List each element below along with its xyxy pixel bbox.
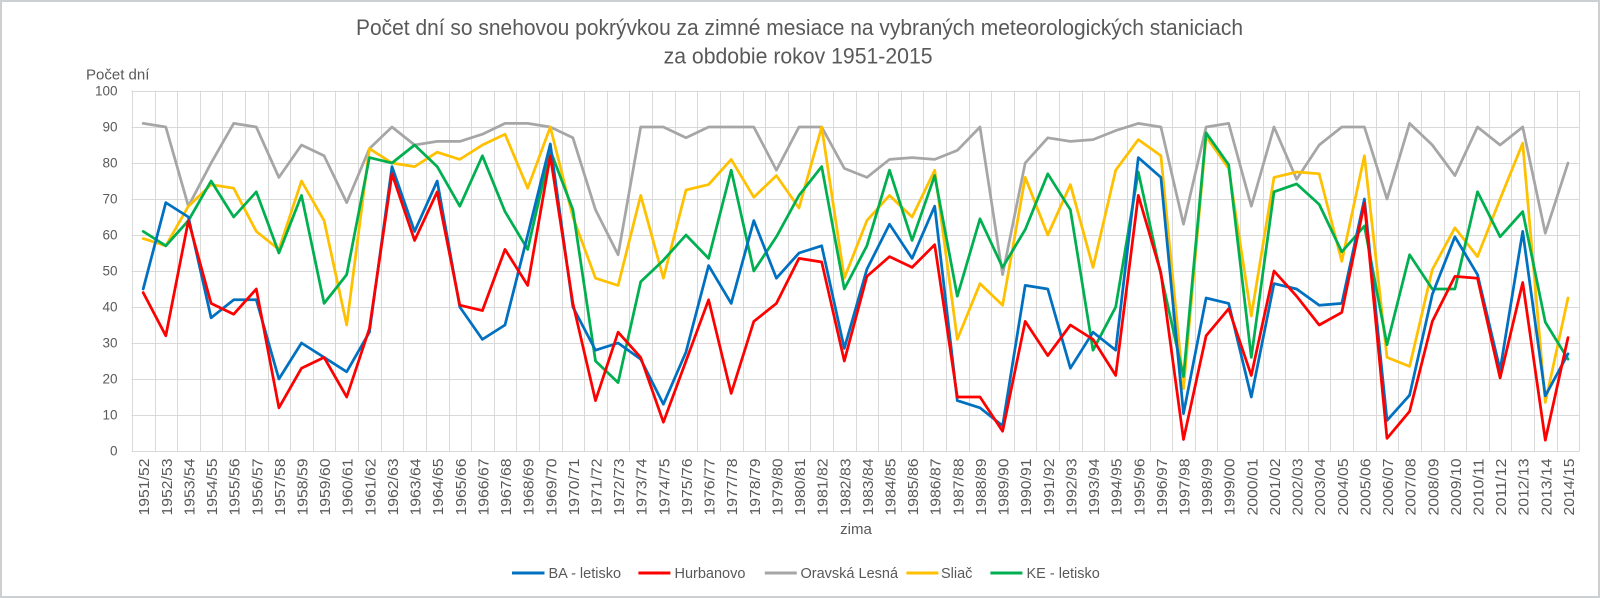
svg-text:30: 30	[102, 336, 117, 351]
svg-text:1976/77: 1976/77	[703, 458, 719, 515]
svg-text:1951/52: 1951/52	[137, 458, 153, 515]
svg-text:1986/87: 1986/87	[929, 458, 945, 515]
svg-text:90: 90	[102, 120, 117, 135]
svg-text:1957/58: 1957/58	[273, 458, 289, 515]
svg-text:1992/93: 1992/93	[1064, 458, 1080, 515]
svg-text:1959/60: 1959/60	[318, 458, 334, 515]
svg-text:60: 60	[102, 228, 117, 243]
svg-text:1964/65: 1964/65	[431, 458, 447, 515]
svg-text:1998/99: 1998/99	[1200, 458, 1216, 515]
svg-text:1984/85: 1984/85	[884, 458, 900, 515]
svg-text:1969/70: 1969/70	[544, 458, 560, 515]
svg-text:Počet dní so snehovou pokrývko: Počet dní so snehovou pokrývkou za zimné…	[356, 15, 1243, 40]
svg-text:70: 70	[102, 192, 117, 207]
svg-text:80: 80	[102, 156, 117, 171]
svg-text:Počet dní: Počet dní	[86, 67, 150, 84]
svg-text:50: 50	[102, 264, 117, 279]
svg-text:1991/92: 1991/92	[1042, 458, 1058, 515]
svg-text:2007/08: 2007/08	[1404, 458, 1420, 515]
svg-text:2010/11: 2010/11	[1472, 458, 1488, 515]
svg-text:1972/73: 1972/73	[612, 458, 628, 515]
svg-text:1965/66: 1965/66	[454, 458, 470, 515]
svg-text:1979/80: 1979/80	[770, 458, 786, 515]
svg-text:1975/76: 1975/76	[680, 458, 696, 515]
svg-text:0: 0	[110, 444, 118, 459]
svg-text:2011/12: 2011/12	[1494, 458, 1510, 515]
svg-text:1973/74: 1973/74	[635, 458, 651, 515]
svg-text:2004/05: 2004/05	[1336, 458, 1352, 515]
svg-text:1983/84: 1983/84	[861, 458, 877, 515]
svg-text:1999/00: 1999/00	[1223, 458, 1239, 515]
svg-text:1971/72: 1971/72	[590, 458, 606, 515]
svg-text:Hurbanovo: Hurbanovo	[675, 566, 746, 582]
svg-text:2005/06: 2005/06	[1358, 458, 1374, 515]
svg-text:2012/13: 2012/13	[1517, 458, 1533, 515]
svg-text:2000/01: 2000/01	[1245, 458, 1261, 515]
svg-text:1997/98: 1997/98	[1178, 458, 1194, 515]
svg-text:1974/75: 1974/75	[657, 458, 673, 515]
svg-text:zima: zima	[840, 521, 872, 538]
svg-text:Sliač: Sliač	[941, 566, 972, 582]
svg-text:za obdobie rokov 1951-2015: za obdobie rokov 1951-2015	[664, 44, 933, 69]
svg-text:1988/89: 1988/89	[974, 458, 990, 515]
svg-text:1956/57: 1956/57	[250, 458, 266, 515]
svg-text:Oravská Lesná: Oravská Lesná	[801, 566, 899, 582]
svg-text:1980/81: 1980/81	[793, 458, 809, 515]
svg-text:KE - letisko: KE - letisko	[1027, 566, 1100, 582]
svg-text:1958/59: 1958/59	[296, 458, 312, 515]
svg-text:1990/91: 1990/91	[1019, 458, 1035, 515]
svg-text:2009/10: 2009/10	[1449, 458, 1465, 515]
svg-text:100: 100	[95, 84, 118, 99]
svg-text:1952/53: 1952/53	[160, 458, 176, 515]
svg-text:1961/62: 1961/62	[363, 458, 379, 515]
svg-text:2001/02: 2001/02	[1268, 458, 1284, 515]
svg-text:1962/63: 1962/63	[386, 458, 402, 515]
svg-text:2014/15: 2014/15	[1562, 458, 1578, 515]
svg-text:1981/82: 1981/82	[816, 458, 832, 515]
svg-text:40: 40	[102, 300, 117, 315]
svg-text:20: 20	[102, 372, 117, 387]
svg-text:1985/86: 1985/86	[906, 458, 922, 515]
svg-text:2013/14: 2013/14	[1539, 458, 1555, 515]
svg-text:1977/78: 1977/78	[725, 458, 741, 515]
svg-text:1993/94: 1993/94	[1087, 458, 1103, 515]
svg-text:1987/88: 1987/88	[951, 458, 967, 515]
svg-text:1966/67: 1966/67	[476, 458, 492, 515]
svg-text:1954/55: 1954/55	[205, 458, 221, 515]
svg-text:1960/61: 1960/61	[341, 458, 357, 515]
svg-text:2006/07: 2006/07	[1381, 458, 1397, 515]
svg-text:1963/64: 1963/64	[409, 458, 425, 515]
svg-text:2002/03: 2002/03	[1291, 458, 1307, 515]
svg-text:BA - letisko: BA - letisko	[549, 566, 622, 582]
svg-text:1989/90: 1989/90	[997, 458, 1013, 515]
svg-text:2003/04: 2003/04	[1313, 458, 1329, 515]
svg-text:1996/97: 1996/97	[1155, 458, 1171, 515]
svg-text:1995/96: 1995/96	[1132, 458, 1148, 515]
svg-text:1967/68: 1967/68	[499, 458, 515, 515]
svg-text:1968/69: 1968/69	[522, 458, 538, 515]
svg-text:1953/54: 1953/54	[182, 458, 198, 515]
svg-text:1994/95: 1994/95	[1110, 458, 1126, 515]
svg-text:1978/79: 1978/79	[748, 458, 764, 515]
svg-text:2008/09: 2008/09	[1426, 458, 1442, 515]
svg-text:10: 10	[102, 408, 117, 423]
svg-text:1970/71: 1970/71	[567, 458, 583, 515]
svg-text:1982/83: 1982/83	[838, 458, 854, 515]
svg-text:1955/56: 1955/56	[228, 458, 244, 515]
